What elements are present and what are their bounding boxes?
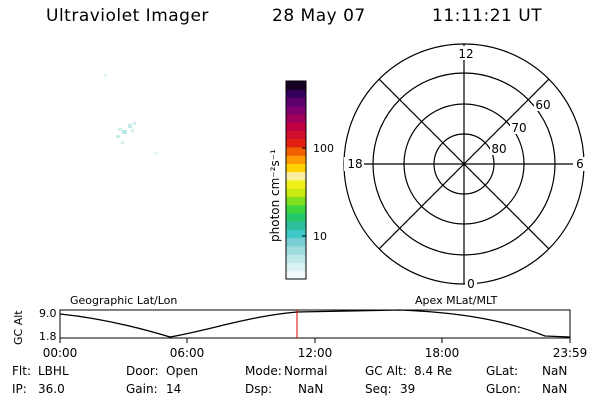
colorbar-cell xyxy=(286,262,306,272)
seq-label: Seq: xyxy=(365,382,392,396)
lat-label-70: 70 xyxy=(511,121,526,135)
colorbar-cell xyxy=(286,138,306,148)
instrument-title: Ultraviolet Imager xyxy=(46,6,209,26)
colorbar-cell xyxy=(286,155,306,164)
colorbar-cell xyxy=(286,180,306,189)
colorbar-cell xyxy=(286,246,306,255)
clock-label-0: 0 xyxy=(467,277,475,291)
glon-value: NaN xyxy=(542,382,568,396)
colorbar-cell xyxy=(286,89,306,98)
seq-value: 39 xyxy=(400,382,416,396)
y-tick-high: 9.0 xyxy=(39,307,57,320)
colorbar-cell xyxy=(286,270,306,280)
colorbar-cell xyxy=(286,97,306,107)
aurora-specks xyxy=(104,74,157,155)
gcalt-value: 8.4 Re xyxy=(414,364,453,378)
mode-label: Mode: xyxy=(245,364,282,378)
mode-value: Normal xyxy=(284,364,328,378)
altitude-curve xyxy=(59,309,571,338)
door-value: Open xyxy=(166,364,199,378)
colorbar-cell xyxy=(286,147,306,156)
date-label: 28 May 07 xyxy=(272,6,366,26)
flt-value: LBHL xyxy=(38,364,69,378)
glat-label: GLat: xyxy=(486,364,519,378)
dsp-value: NaN xyxy=(298,382,324,396)
colorbar-tick-100: 100 xyxy=(313,142,334,155)
timeline-right-title: Apex MLat/MLT xyxy=(415,294,498,307)
dsp-label: Dsp: xyxy=(245,382,273,396)
flt-label: Flt: xyxy=(12,364,31,378)
timeline-frame xyxy=(59,309,571,339)
x-tick-1800: 18:00 xyxy=(425,346,460,360)
colorbar-cell xyxy=(286,213,306,222)
clock-label-18: 18 xyxy=(347,157,362,171)
colorbar-cell xyxy=(286,105,306,115)
timeline-left-title: Geographic Lat/Lon xyxy=(70,294,177,307)
colorbar-cell xyxy=(286,122,306,131)
time-label: 11:11:21 UT xyxy=(432,6,543,26)
colorbar-cell xyxy=(286,130,306,140)
lat-label-80: 80 xyxy=(491,142,506,156)
colorbar-cell xyxy=(286,196,306,206)
clock-label-6: 6 xyxy=(576,157,584,171)
x-tick-0600: 06:00 xyxy=(170,346,205,360)
colorbar-cell xyxy=(286,114,306,123)
x-tick-2359: 23:59 xyxy=(553,346,588,360)
colorbar-cell xyxy=(286,188,306,197)
colorbar-tick-10: 10 xyxy=(313,230,327,243)
colorbar-cell xyxy=(286,204,306,214)
x-tick-0000: 00:00 xyxy=(43,346,78,360)
colorbar-cell xyxy=(286,229,306,239)
colorbar-cell xyxy=(286,81,306,90)
ip-label: IP: xyxy=(12,382,27,396)
lat-label-60: 60 xyxy=(535,98,550,112)
gain-label: Gain: xyxy=(126,382,158,396)
gcalt-label: GC Alt: xyxy=(365,364,407,378)
glat-value: NaN xyxy=(542,364,568,378)
colorbar-cell xyxy=(286,163,306,173)
timeline-axis-label: GC Alt xyxy=(12,310,25,345)
colorbar-cell xyxy=(286,221,306,230)
door-label: Door: xyxy=(126,364,159,378)
colorbar-cell xyxy=(286,237,306,247)
ip-value: 36.0 xyxy=(38,382,65,396)
gain-value: 14 xyxy=(166,382,182,396)
glon-label: GLon: xyxy=(486,382,521,396)
colorbar-unit-label: photon cm⁻²s⁻¹ xyxy=(268,149,282,242)
y-tick-low: 1.8 xyxy=(39,330,57,343)
colorbar-frame xyxy=(285,80,307,280)
colorbar-cells xyxy=(286,81,306,280)
x-tick-1200: 12:00 xyxy=(298,346,333,360)
clock-label-12: 12 xyxy=(458,47,473,61)
colorbar-cell xyxy=(286,171,306,181)
colorbar-cell xyxy=(286,254,306,263)
